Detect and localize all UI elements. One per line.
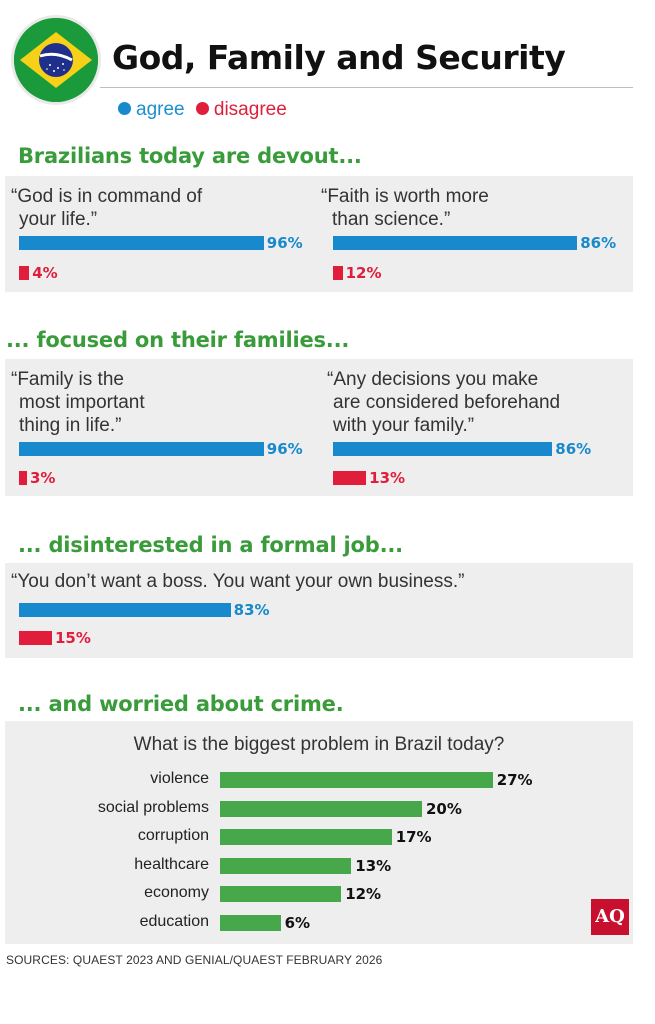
- legend-agree-label: agree: [136, 99, 185, 120]
- quote-line: than science.”: [332, 209, 451, 230]
- quote-line: most important: [19, 392, 145, 413]
- category-value: 12%: [345, 885, 382, 903]
- agree-value: 96%: [266, 234, 303, 252]
- section-title-families: ... focused on their families...: [6, 328, 350, 352]
- disagree-value: 13%: [369, 469, 406, 487]
- category-bar: [220, 829, 392, 845]
- chart-question: What is the biggest problem in Brazil to…: [133, 734, 505, 755]
- agree-bar: [19, 442, 264, 456]
- agree-bar: [333, 236, 578, 250]
- category-value: 17%: [395, 828, 432, 846]
- agree-value: 83%: [233, 601, 270, 619]
- category-bar: [220, 800, 422, 817]
- agree-value: 96%: [266, 440, 303, 458]
- legend: agree disagree: [118, 99, 293, 121]
- disagree-bar: [19, 266, 30, 280]
- category-value: 13%: [355, 856, 392, 875]
- quote-line: “Any decisions you make: [327, 369, 539, 390]
- quote-line: “Family is the: [11, 369, 124, 390]
- section-title-devout: Brazilians today are devout...: [18, 144, 362, 168]
- divider: [100, 87, 633, 88]
- sources-note: SOURCES: QUAEST 2023 AND GENIAL/QUAEST F…: [6, 953, 383, 967]
- quote-line: thing in life.”: [19, 415, 122, 436]
- disagree-value: 12%: [345, 264, 382, 282]
- legend-disagree: disagree: [195, 99, 287, 121]
- panel-devout: “God is in command of your life.” 96% 4%…: [5, 176, 633, 292]
- category-label: healthcare: [134, 855, 209, 873]
- disagree-dot-icon: [195, 102, 209, 115]
- legend-disagree-label: disagree: [213, 99, 287, 120]
- disagree-bar: [333, 266, 343, 280]
- category-bar: [220, 772, 493, 788]
- agree-value: 86%: [555, 440, 592, 458]
- agree-value: 86%: [580, 234, 617, 252]
- disagree-bar: [333, 471, 367, 485]
- header: God, Family and Security agree disagree: [0, 0, 655, 130]
- brazil-flag-icon: [14, 18, 98, 102]
- category-bar: [220, 857, 352, 874]
- section-title-job: ... disinterested in a formal job...: [18, 533, 403, 557]
- panel-job: “You don’t want a boss. You want your ow…: [5, 563, 633, 658]
- quote-line: “God is in command of: [11, 186, 203, 207]
- disagree-value: 15%: [55, 629, 91, 647]
- quote-line: “You don’t want a boss. You want your ow…: [11, 571, 465, 592]
- category-label: social problems: [97, 798, 209, 816]
- disagree-bar: [19, 471, 27, 485]
- disagree-value: 3%: [30, 469, 56, 487]
- category-value: 6%: [284, 913, 311, 932]
- crime-chart-panel: What is the biggest problem in Brazil to…: [5, 721, 633, 944]
- agree-bar: [19, 236, 264, 250]
- category-value: 27%: [496, 771, 533, 789]
- disagree-value: 4%: [32, 264, 58, 282]
- disagree-bar: [19, 631, 52, 645]
- agree-dot-icon: [118, 102, 131, 115]
- agree-bar: [333, 442, 553, 456]
- quote-line: are considered beforehand: [333, 392, 561, 413]
- quote-line: with your family.”: [333, 415, 475, 436]
- panel-families: “Family is the most important thing in l…: [5, 359, 633, 496]
- category-label: violence: [150, 770, 209, 787]
- legend-agree: agree: [118, 99, 185, 121]
- category-label: corruption: [137, 827, 209, 844]
- quote-line: “Faith is worth more: [321, 186, 489, 207]
- category-bar: [220, 914, 281, 931]
- page-title: God, Family and Security: [112, 38, 566, 77]
- quote-line: your life.”: [19, 209, 98, 230]
- category-label: economy: [144, 884, 209, 901]
- category-bar: [220, 886, 342, 902]
- aq-logo: AQ: [591, 899, 629, 935]
- section-title-crime: ... and worried about crime.: [18, 692, 344, 716]
- agree-bar: [19, 603, 231, 617]
- category-value: 20%: [426, 799, 462, 818]
- category-label: education: [139, 912, 209, 930]
